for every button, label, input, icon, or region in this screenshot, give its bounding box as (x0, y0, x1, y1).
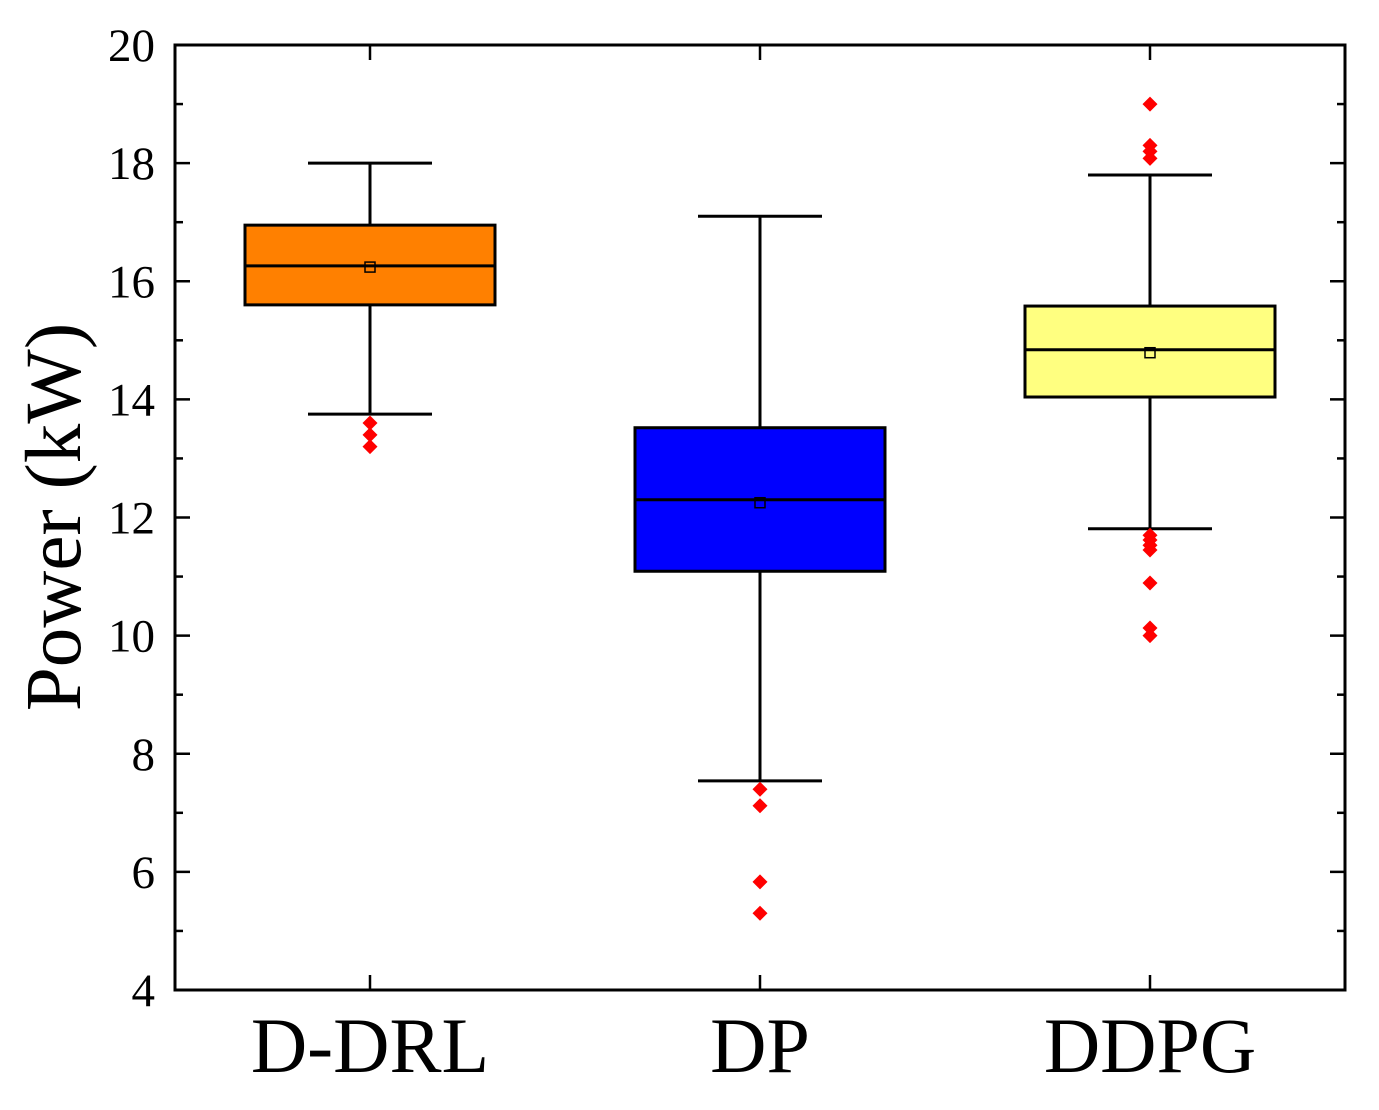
x-tick-label-dp: DP (710, 1002, 810, 1089)
axis-ticks (175, 43, 1345, 992)
y-axis-label: Power (kW) (11, 323, 98, 711)
outlier-point (1142, 96, 1158, 112)
plot-marks (243, 96, 1277, 921)
mean-marker (754, 496, 766, 509)
mean-marker (1144, 346, 1156, 359)
outlier-point (752, 798, 768, 814)
axis-tick-labels: 4 6 8 10 12 14 16 18 20 D-DRL DP DDPG (108, 20, 1256, 1089)
y-tick-label: 14 (108, 374, 155, 426)
box-d-drl (243, 161, 497, 455)
y-tick-label: 12 (108, 493, 155, 545)
outlier-point (752, 781, 768, 797)
box-ddpg (1023, 96, 1277, 644)
y-tick-label: 10 (108, 611, 155, 663)
outlier-point (752, 874, 768, 890)
iqr-box (1023, 304, 1277, 399)
outlier-point (752, 905, 768, 921)
outlier-point (1142, 150, 1158, 166)
x-tick-label-ddpg: DDPG (1044, 1002, 1256, 1089)
x-tick-label-d-drl: D-DRL (251, 1002, 489, 1089)
outlier-point (1142, 575, 1158, 591)
y-tick-label: 16 (108, 256, 155, 308)
outlier-point (362, 427, 378, 443)
y-tick-label: 18 (108, 138, 155, 190)
outlier-point (1142, 628, 1158, 644)
y-tick-label: 8 (132, 729, 156, 781)
y-tick-label: 4 (132, 965, 156, 1017)
box-dp (633, 214, 887, 921)
outlier-point (362, 415, 378, 431)
y-tick-label: 20 (108, 20, 155, 72)
outlier-point (362, 439, 378, 455)
outlier-point (1142, 620, 1158, 636)
y-tick-label: 6 (132, 847, 156, 899)
outlier-point (1142, 542, 1158, 558)
mean-marker (364, 261, 376, 273)
